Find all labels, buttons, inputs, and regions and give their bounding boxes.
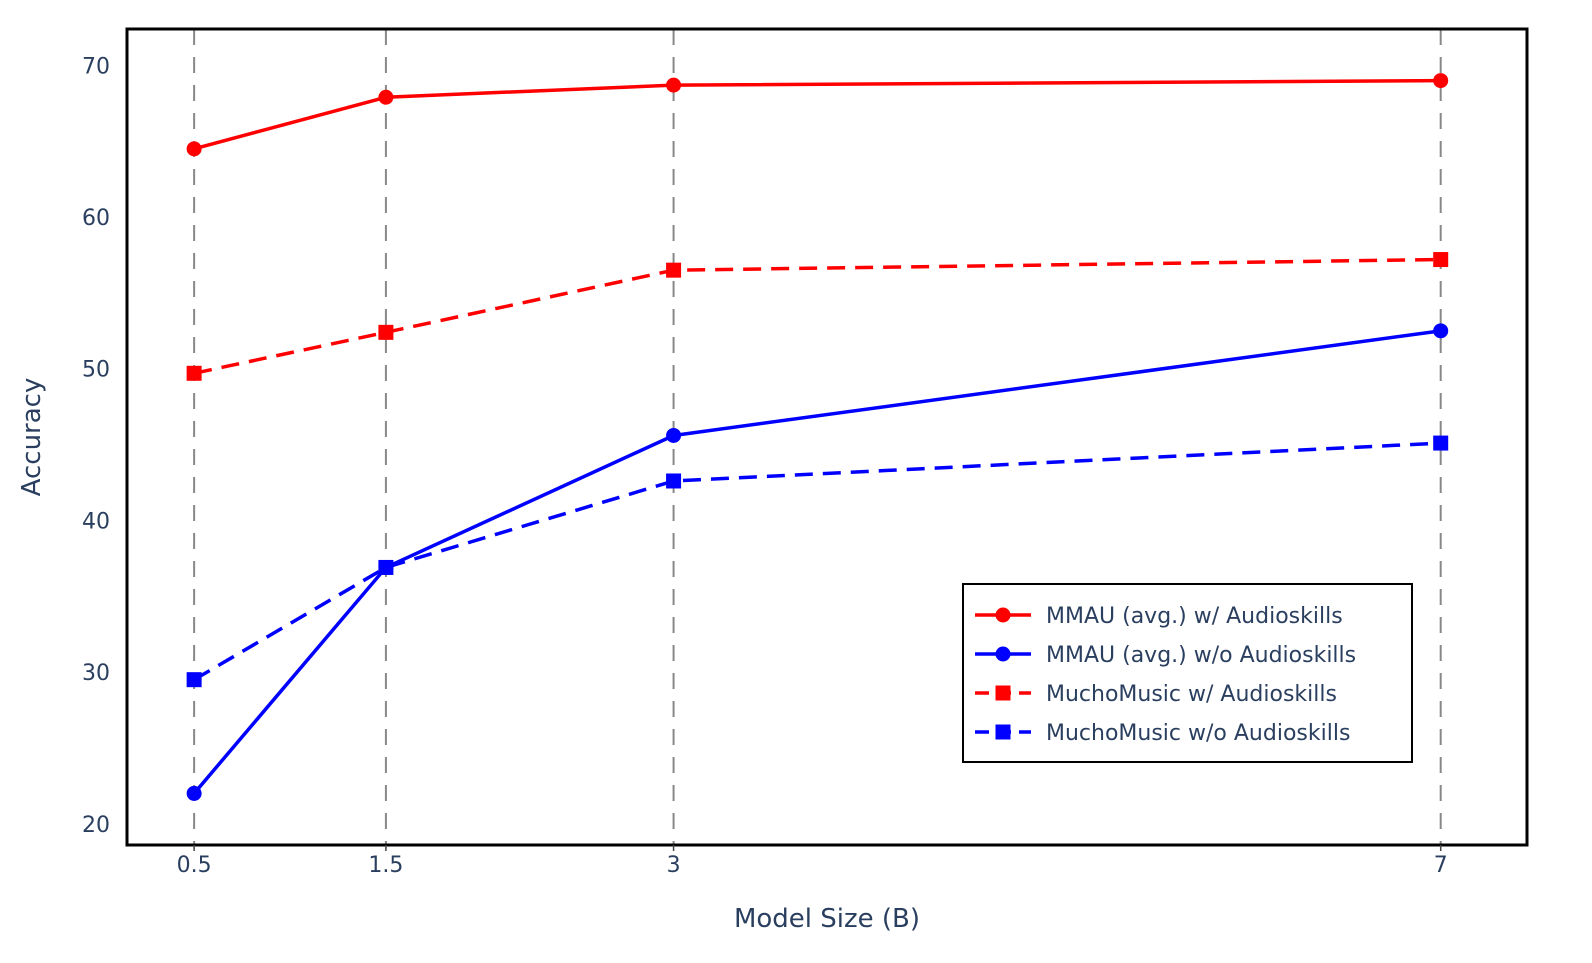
series-0-point-0: [186, 141, 202, 157]
legend-item-0: MMAU (avg.) w/ Audioskills: [975, 604, 1343, 629]
series-2-point-1: [378, 324, 394, 340]
series-3-point-3: [1433, 435, 1449, 451]
legend-item-3: MuchoMusic w/o Audioskills: [975, 721, 1350, 746]
series-3-point-2: [666, 473, 682, 489]
series-2: [186, 252, 1449, 381]
legend-marker-2: [995, 685, 1011, 701]
legend-marker-1: [995, 646, 1011, 662]
x-tick-label-2: 3: [667, 853, 681, 878]
series-line-0: [193, 78, 1441, 151]
legend-marker-3: [995, 724, 1011, 740]
x-axis-title: Model Size (B): [734, 904, 920, 934]
x-tick-label-1: 1.5: [368, 853, 403, 878]
y-tick-label-2: 40: [82, 509, 110, 534]
y-tick-label-3: 50: [82, 358, 110, 383]
legend-marker-0: [995, 607, 1011, 623]
legend-label-1: MMAU (avg.) w/o Audioskills: [1046, 643, 1356, 668]
series-1-point-2: [666, 427, 682, 443]
series-2-point-2: [666, 262, 682, 278]
legend-label-0: MMAU (avg.) w/ Audioskills: [1046, 604, 1343, 629]
y-tick-label-0: 20: [82, 813, 110, 838]
y-tick-label-1: 30: [82, 661, 110, 686]
series-line-1: [192, 329, 1441, 795]
series-line-2: [193, 257, 1441, 376]
legend-item-1: MMAU (avg.) w/o Audioskills: [975, 643, 1356, 668]
series-2-point-0: [186, 365, 202, 381]
legend-box: [962, 583, 1413, 763]
series-0-point-2: [666, 77, 682, 93]
series-3-point-0: [186, 672, 202, 688]
series-1-point-3: [1433, 323, 1449, 339]
series-3: [186, 435, 1449, 688]
series-line-3: [193, 441, 1441, 682]
series-2-point-3: [1433, 252, 1449, 268]
x-tick-label-0: 0.5: [177, 853, 212, 878]
series-0-point-3: [1433, 73, 1449, 89]
legend: MMAU (avg.) w/ Audioskills MMAU (avg.) w/…: [962, 583, 1413, 763]
x-tick-label-3: 7: [1434, 853, 1448, 878]
series-3-point-1: [378, 559, 394, 575]
legend-label-3: MuchoMusic w/o Audioskills: [1046, 721, 1350, 746]
x-axis-ticks: 0.5 1.5 3 7: [177, 845, 1448, 878]
y-axis-ticks: 20 30 40 50 60 70: [82, 54, 110, 837]
series-0: [186, 73, 1449, 157]
legend-label-2: MuchoMusic w/ Audioskills: [1046, 682, 1337, 707]
y-axis-title: Accuracy: [17, 378, 47, 497]
series-layer: [186, 73, 1449, 801]
y-tick-label-4: 60: [82, 206, 110, 231]
y-tick-label-5: 70: [82, 54, 110, 79]
series-0-point-1: [378, 89, 394, 105]
plot-frame: [125, 27, 1529, 847]
series-1-point-0: [186, 785, 202, 801]
legend-item-2: MuchoMusic w/ Audioskills: [975, 682, 1337, 707]
